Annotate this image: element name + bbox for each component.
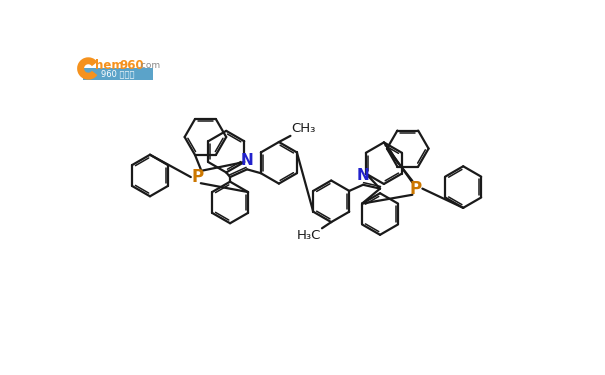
Text: 960: 960	[120, 58, 145, 72]
Text: P: P	[192, 168, 204, 186]
Bar	[83, 68, 152, 80]
Text: CH₃: CH₃	[291, 122, 316, 135]
Text: 960 化工网: 960 化工网	[101, 70, 135, 79]
Text: N: N	[357, 168, 370, 183]
Text: hem: hem	[95, 58, 124, 72]
Text: .com: .com	[137, 60, 160, 69]
Text: P: P	[410, 180, 422, 198]
Text: N: N	[241, 153, 253, 168]
Text: H₃C: H₃C	[297, 229, 321, 242]
